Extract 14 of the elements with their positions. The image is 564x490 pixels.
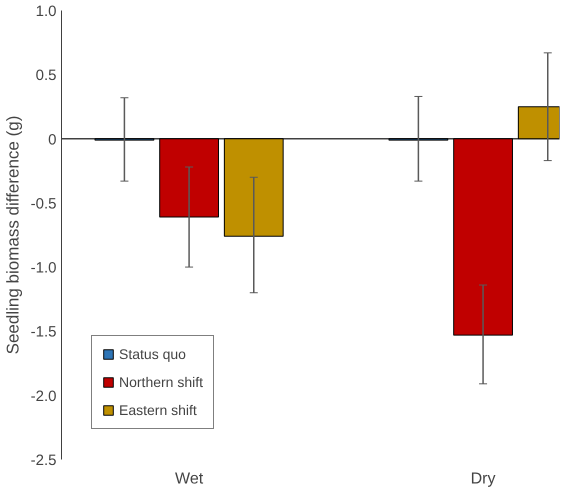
x-tick-label: Wet [175, 470, 204, 488]
y-tick-label: -0.5 [30, 195, 57, 212]
y-axis-title: Seedling biomass difference (g) [4, 116, 23, 354]
y-tick-label: -1.5 [30, 324, 57, 341]
legend-label: Northern shift [119, 374, 204, 390]
legend-label: Status quo [119, 346, 186, 362]
y-tick-label: 0 [48, 131, 56, 148]
y-tick-label: -2.0 [30, 388, 57, 405]
y-tick-label: -1.0 [30, 260, 57, 277]
y-tick-label: -2.5 [30, 452, 57, 469]
y-tick-label: 0.5 [36, 67, 57, 84]
legend-label: Eastern shift [119, 402, 197, 418]
y-tick-label: 1.0 [36, 3, 57, 20]
x-tick-label: Dry [470, 470, 496, 488]
